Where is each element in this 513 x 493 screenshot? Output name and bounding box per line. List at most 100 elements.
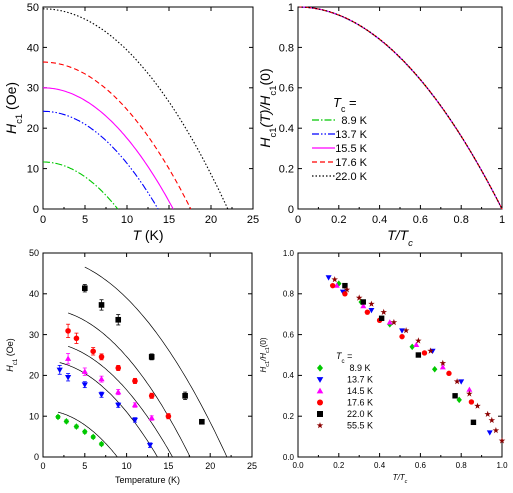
x-tick-label: 5 xyxy=(82,214,88,226)
y-tick-label: 0 xyxy=(34,452,39,462)
data-point xyxy=(456,396,462,404)
data-point xyxy=(453,378,461,385)
data-point xyxy=(148,393,155,399)
data-point xyxy=(368,308,375,314)
fit-line xyxy=(57,411,118,458)
data-point xyxy=(131,417,138,424)
y-tick-label: 0 xyxy=(33,204,39,216)
data-point xyxy=(498,437,506,444)
data-point xyxy=(368,300,375,307)
data-point xyxy=(81,368,88,374)
data-point xyxy=(182,393,188,399)
legend-label: 22.0 K xyxy=(335,171,367,183)
series-line xyxy=(43,87,174,210)
data-point xyxy=(82,285,88,292)
data-point xyxy=(409,343,415,351)
x-tick-label: 0.8 xyxy=(456,461,468,470)
x-axis-label: Temperature (K) xyxy=(115,475,180,485)
series-line xyxy=(43,110,159,210)
x-tick-label: 10 xyxy=(121,214,133,226)
data-point xyxy=(73,423,80,430)
data-point xyxy=(115,365,122,371)
data-point xyxy=(199,418,205,425)
legend-label: 55.5 K xyxy=(347,421,373,431)
data-point xyxy=(55,413,61,421)
legend-label: 17.6 K xyxy=(347,398,373,408)
x-tick-label: 15 xyxy=(163,214,175,226)
legend-title: Tc = xyxy=(333,95,357,114)
data-point xyxy=(415,352,422,358)
data-point xyxy=(439,359,447,366)
series-line xyxy=(42,8,229,210)
legend-label: 8.9 K xyxy=(349,363,370,373)
y-tick-label: 30 xyxy=(29,330,39,340)
data-point xyxy=(165,413,172,420)
data-point xyxy=(65,355,72,361)
series-line xyxy=(43,161,119,210)
legend-marker xyxy=(316,377,324,383)
y-tick-label: 0.0 xyxy=(283,453,295,462)
data-point xyxy=(342,291,348,297)
y-tick-label: 0.4 xyxy=(279,123,294,135)
data-point xyxy=(378,315,385,321)
plot-frame xyxy=(297,6,503,210)
data-point xyxy=(98,375,105,382)
legend-marker xyxy=(317,364,323,372)
data-point xyxy=(82,428,88,436)
series-line xyxy=(297,6,503,210)
data-point xyxy=(325,275,332,281)
legend-label: 13.7 K xyxy=(335,129,367,141)
x-axis-label: T/Tc xyxy=(393,473,408,485)
y-tick-label: 10 xyxy=(27,163,39,175)
legend-marker xyxy=(316,387,324,394)
legend-marker xyxy=(317,411,323,417)
data-point xyxy=(343,286,351,293)
data-point xyxy=(390,318,398,326)
panel-bottom-left-hc1-vs-temperature: 0 5 10 15 20 25 0 10 20 30 40 50 Temperature (K) Hc1 … xyxy=(5,248,257,485)
plot-frame xyxy=(42,6,254,210)
data-point xyxy=(98,392,105,398)
fit-line xyxy=(84,266,228,458)
x-tick-label: 20 xyxy=(205,214,217,226)
data-point xyxy=(331,276,338,283)
x-tick-label: 5 xyxy=(82,461,87,471)
data-point xyxy=(360,299,366,305)
plot-frame xyxy=(297,252,503,458)
data-point xyxy=(486,430,493,436)
series-line xyxy=(43,61,192,210)
data-point xyxy=(468,399,475,405)
x-tick-label: 25 xyxy=(247,461,257,471)
data-point xyxy=(415,337,422,344)
data-point xyxy=(360,302,367,309)
data-point xyxy=(90,348,96,355)
series-line xyxy=(298,6,503,210)
y-tick-label: 30 xyxy=(27,83,39,95)
data-point xyxy=(364,309,371,315)
x-tick-label: 20 xyxy=(205,461,215,471)
y-tick-label: 40 xyxy=(29,289,39,299)
data-point xyxy=(439,364,446,370)
data-point xyxy=(355,294,363,301)
x-tick-label: 1.0 xyxy=(496,461,508,470)
series-line xyxy=(297,6,503,210)
x-axis-label: T (K) xyxy=(132,227,163,243)
series-line xyxy=(298,6,503,210)
data-point xyxy=(446,370,452,377)
fit-line xyxy=(67,345,173,458)
data-point xyxy=(399,328,405,334)
data-point xyxy=(65,375,72,381)
y-axis-label: Hc1 (Oe) xyxy=(5,338,19,371)
x-tick-label: 0.0 xyxy=(292,461,304,470)
x-tick-label: 0.4 xyxy=(374,461,386,470)
y-tick-label: 20 xyxy=(27,123,39,135)
data-point xyxy=(492,427,500,434)
data-point xyxy=(458,379,465,385)
data-point xyxy=(115,388,122,395)
data-point xyxy=(98,440,105,448)
y-tick-label: 0.6 xyxy=(283,330,295,339)
data-point xyxy=(98,302,105,308)
data-point xyxy=(148,354,155,360)
y-tick-label: 40 xyxy=(27,42,39,54)
y-tick-label: 50 xyxy=(29,248,39,258)
data-point xyxy=(402,327,410,334)
